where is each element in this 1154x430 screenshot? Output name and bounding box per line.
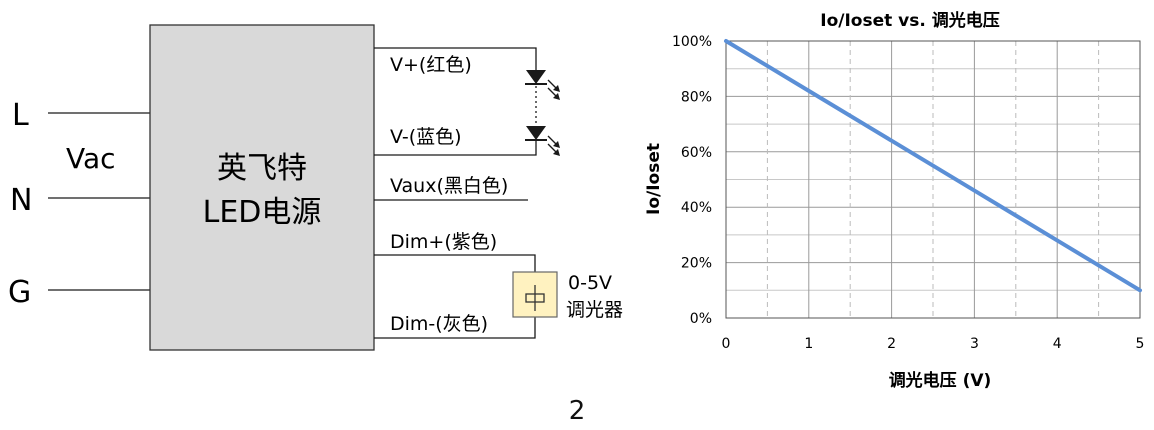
y-tick-label: 20% — [681, 256, 712, 272]
chart-title: Io/Ioset vs. 调光电压 — [820, 10, 1000, 31]
plot-area — [725, 40, 1141, 319]
vaux-label: Vaux(黑白色) — [390, 175, 508, 197]
wiring-diagram: L N G Vac 英飞特 LED电源 V+(红色) V-(蓝色) Vaux(黑… — [8, 24, 623, 351]
driver-brand-label: 英飞特 — [217, 151, 307, 186]
x-tick-label: 0 — [722, 336, 731, 352]
driver-type-label: LED电源 — [203, 195, 322, 230]
G-label: G — [8, 275, 31, 310]
dimmer-range-label: 0-5V — [568, 272, 612, 294]
vac-label: Vac — [66, 142, 116, 175]
chart-series — [724, 39, 1142, 293]
v-minus-wire — [374, 140, 537, 156]
x-tick-label: 4 — [1053, 336, 1062, 352]
dim-plus-label: Dim+(紫色) — [390, 231, 497, 253]
x-tick-label: 3 — [970, 336, 979, 352]
led-icon — [525, 70, 560, 100]
dimmer-icon — [512, 271, 558, 318]
dim-minus-wire — [374, 316, 536, 339]
y-tick-label: 40% — [681, 200, 712, 216]
dimming-curve-chart: 0% 20% 40% 60% 80% 100% 0 1 2 3 4 5 Io/Ioset vs. 调… — [644, 10, 1145, 391]
led-icon — [525, 126, 560, 156]
x-tick-label: 5 — [1136, 336, 1145, 352]
v-plus-wire — [374, 47, 537, 70]
dim-minus-label: Dim-(灰色) — [390, 313, 488, 335]
page-number: 2 — [568, 396, 586, 426]
series-line — [724, 39, 1142, 293]
y-tick-label: 80% — [681, 89, 712, 105]
y-tick-label: 0% — [690, 311, 712, 327]
y-tick-labels: 0% 20% 40% 60% 80% 100% — [672, 34, 712, 327]
v-minus-label: V-(蓝色) — [390, 126, 462, 148]
led-driver-box — [149, 24, 375, 351]
dimmer-label: 调光器 — [566, 299, 623, 321]
y-tick-label: 60% — [681, 145, 712, 161]
x-axis-label: 调光电压 (V) — [889, 370, 992, 391]
x-tick-labels: 0 1 2 3 4 5 — [722, 336, 1145, 352]
x-tick-label: 1 — [804, 336, 813, 352]
L-label: L — [12, 98, 29, 133]
y-axis-label: Io/Ioset — [644, 143, 664, 215]
y-tick-label: 100% — [672, 34, 712, 50]
v-plus-label: V+(红色) — [390, 54, 472, 76]
chart-grid — [725, 40, 1141, 319]
dim-plus-wire — [374, 254, 536, 272]
x-tick-label: 2 — [887, 336, 896, 352]
N-label: N — [10, 183, 32, 218]
